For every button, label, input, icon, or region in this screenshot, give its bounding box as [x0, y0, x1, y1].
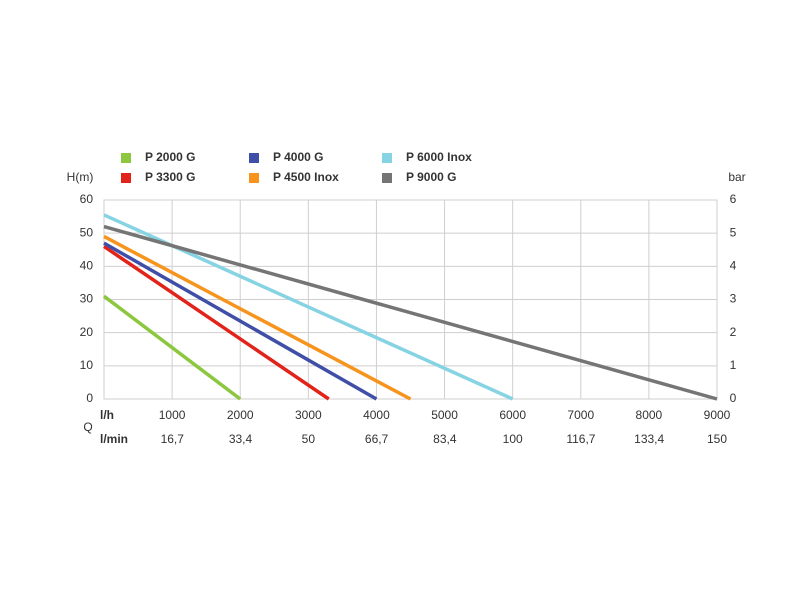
x2-tick-label: 66,7 — [365, 432, 389, 446]
legend-swatch — [121, 173, 131, 183]
x-axis-label: l/h — [100, 408, 114, 422]
y-axis-label: H(m) — [67, 170, 94, 184]
legend-swatch — [382, 153, 392, 163]
x-tick-label: 8000 — [636, 408, 663, 422]
legend-label: P 4500 Inox — [273, 170, 339, 184]
x-axis-title: Q — [83, 420, 92, 434]
x-tick-label: 2000 — [227, 408, 254, 422]
legend-label: P 3300 G — [145, 170, 195, 184]
y-tick-label: 30 — [80, 292, 94, 306]
x-tick-label: 7000 — [567, 408, 594, 422]
y-tick-label: 40 — [80, 259, 94, 273]
x2-tick-label: 50 — [302, 432, 316, 446]
series-line — [103, 244, 330, 401]
y-tick-label: 60 — [80, 192, 94, 206]
x2-tick-label: 83,4 — [433, 432, 457, 446]
y2-tick-label: 0 — [730, 391, 737, 405]
y2-axis-label: bar — [728, 170, 745, 184]
y2-tick-label: 3 — [730, 292, 737, 306]
y-tick-label: 50 — [80, 225, 94, 239]
y2-tick-label: 6 — [730, 192, 737, 206]
x2-tick-label: 33,4 — [229, 432, 253, 446]
y-tick-label: 10 — [80, 358, 94, 372]
legend-label: P 4000 G — [273, 150, 323, 164]
legend-label: P 9000 G — [406, 170, 456, 184]
series-line — [103, 234, 412, 401]
legend-swatch — [249, 153, 259, 163]
x-tick-label: 3000 — [295, 408, 322, 422]
legend-swatch — [121, 153, 131, 163]
legend-label: P 2000 G — [145, 150, 195, 164]
x2-tick-label: 116,7 — [566, 432, 595, 446]
y2-tick-label: 4 — [730, 259, 737, 273]
x-tick-label: 6000 — [499, 408, 526, 422]
y2-tick-label: 1 — [730, 358, 737, 372]
x2-tick-label: 100 — [503, 432, 523, 446]
x-tick-label: 9000 — [704, 408, 731, 422]
legend-label: P 6000 Inox — [406, 150, 472, 164]
y2-tick-label: 2 — [730, 325, 737, 339]
y-tick-label: 20 — [80, 325, 94, 339]
x2-tick-label: 133,4 — [634, 432, 664, 446]
series-line — [102, 294, 242, 401]
x2-axis-label: l/min — [100, 432, 128, 446]
x-tick-label: 4000 — [363, 408, 390, 422]
x-tick-label: 1000 — [159, 408, 186, 422]
x2-tick-label: 16,7 — [161, 432, 185, 446]
legend-swatch — [382, 173, 392, 183]
y2-tick-label: 5 — [730, 225, 737, 239]
x-tick-label: 5000 — [431, 408, 458, 422]
y-tick-label: 0 — [86, 391, 93, 405]
series-line — [103, 241, 378, 401]
x2-tick-label: 150 — [707, 432, 727, 446]
legend-swatch — [249, 173, 259, 183]
series-line — [103, 224, 718, 401]
